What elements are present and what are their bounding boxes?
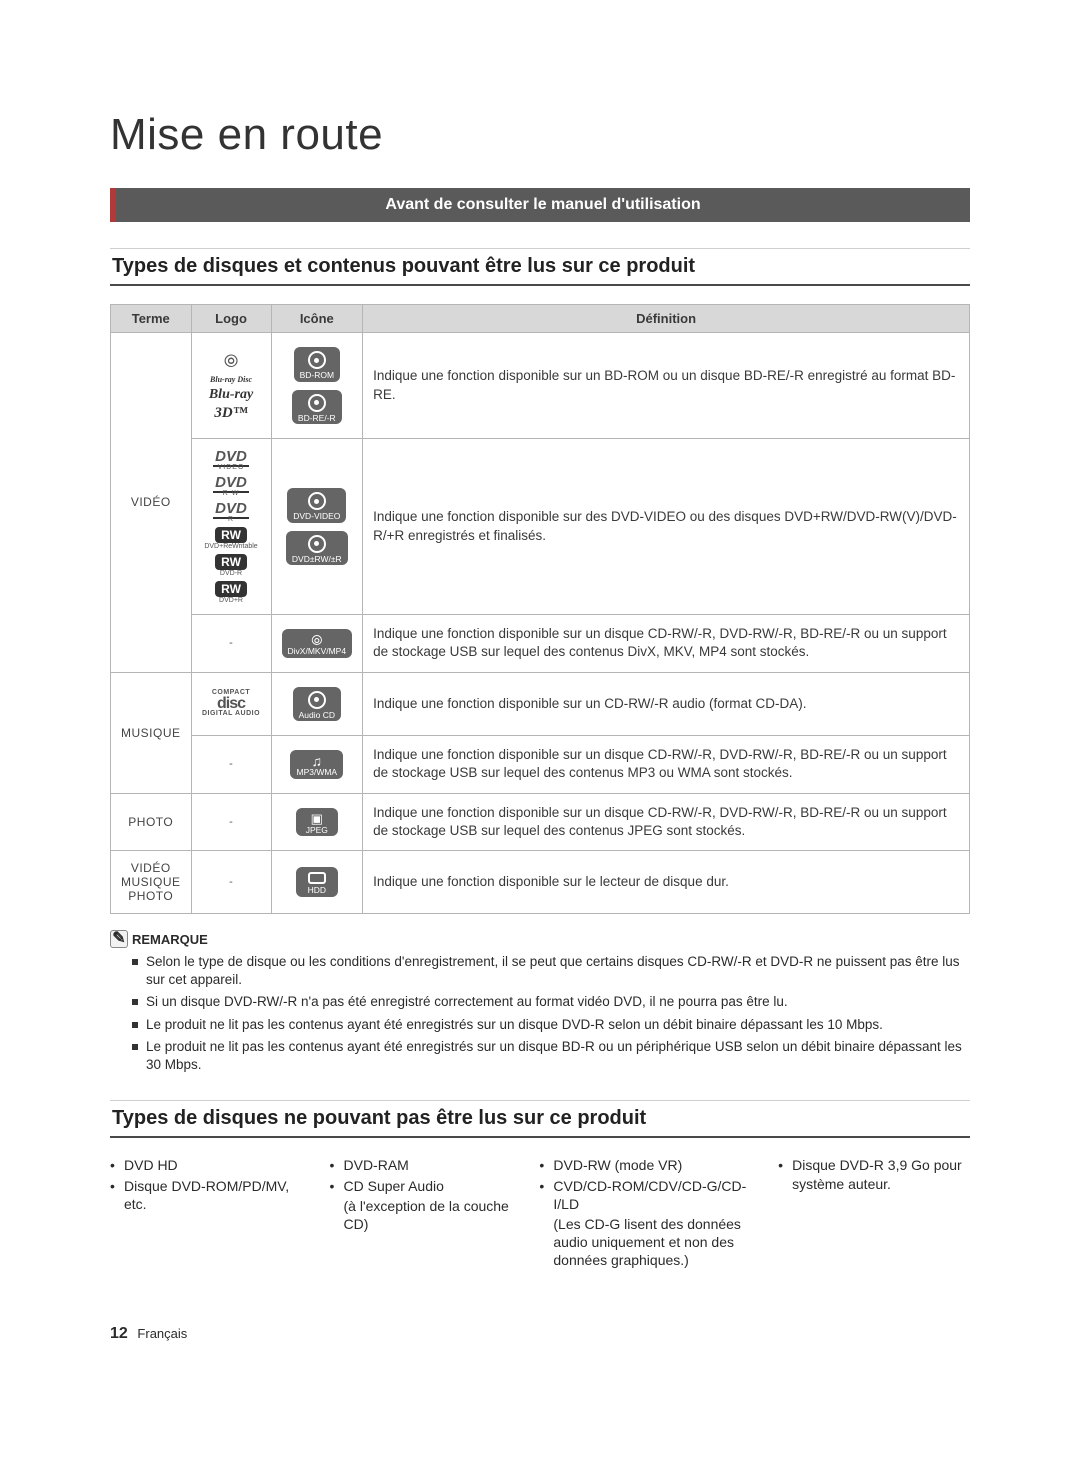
note-item: Le produit ne lit pas les contenus ayant… bbox=[146, 1038, 970, 1074]
list-item: Disque DVD-ROM/PD/MV, etc. bbox=[110, 1177, 312, 1213]
def-divx: Indique une fonction disponible sur un d… bbox=[363, 615, 970, 673]
mp3-wma-icon: ♫MP3/WMA bbox=[290, 750, 343, 779]
note-item: Selon le type de disque ou les condition… bbox=[146, 953, 970, 989]
table-row: PHOTO - ▣JPEG Indique une fonction dispo… bbox=[111, 793, 970, 851]
list-item: CD Super Audio bbox=[330, 1177, 522, 1195]
th-definition: Définition bbox=[363, 305, 970, 333]
page-number: 12 bbox=[110, 1325, 128, 1342]
divx-icon: ⦾DivX/MKV/MP4 bbox=[282, 629, 353, 658]
remarque-block: REMARQUE Selon le type de disque ou les … bbox=[110, 932, 970, 1074]
def-mp3: Indique une fonction disponible sur un d… bbox=[363, 736, 970, 794]
def-cdda: Indique une fonction disponible sur un C… bbox=[363, 672, 970, 736]
dvd-logo-stack: DVDVIDEO DVDR W DVDR RWDVD+ReWritable RW… bbox=[202, 449, 261, 604]
logo-dash: - bbox=[191, 615, 271, 673]
list-item: Disque DVD-R 3,9 Go pour système auteur. bbox=[778, 1156, 970, 1192]
section-banner: Avant de consulter le manuel d'utilisati… bbox=[110, 188, 970, 222]
disc-types-table: Terme Logo Icône Définition VIDÉO ⦾ Blu-… bbox=[110, 304, 970, 914]
term-photo: PHOTO bbox=[111, 793, 192, 851]
cd-logo: COMPACT disc DIGITAL AUDIO bbox=[202, 690, 261, 717]
dvd-video-icon: DVD-VIDEO bbox=[287, 488, 346, 523]
page-footer: 12 Français bbox=[110, 1325, 970, 1343]
table-row: - ⦾DivX/MKV/MP4 Indique une fonction dis… bbox=[111, 615, 970, 673]
page-title: Mise en route bbox=[110, 110, 970, 160]
th-icone: Icône bbox=[271, 305, 363, 333]
term-musique: MUSIQUE bbox=[111, 672, 192, 793]
list-item: CVD/CD-ROM/CDV/CD-G/CD-I/LD bbox=[539, 1177, 760, 1213]
unreadable-list: DVD HD Disque DVD-ROM/PD/MV, etc. DVD-RA… bbox=[110, 1156, 970, 1269]
remarque-label: REMARQUE bbox=[110, 932, 970, 947]
jpeg-icon: ▣JPEG bbox=[296, 808, 338, 837]
dvd-rw-r-icon: DVD±RW/±R bbox=[286, 531, 348, 566]
bluray-logo: ⦾ Blu-ray Disc Blu-ray 3D™ bbox=[202, 351, 261, 421]
table-row: VIDÉO ⦾ Blu-ray Disc Blu-ray 3D™ BD-ROM … bbox=[111, 333, 970, 439]
th-terme: Terme bbox=[111, 305, 192, 333]
list-item-sub: (à l'exception de la couche CD) bbox=[330, 1197, 522, 1233]
logo-dash: - bbox=[191, 851, 271, 914]
bd-re-r-icon: BD-RE/-R bbox=[292, 390, 342, 425]
subsection-readable-heading: Types de disques et contenus pouvant êtr… bbox=[110, 248, 970, 286]
term-video: VIDÉO bbox=[111, 333, 192, 673]
table-row: - ♫MP3/WMA Indique une fonction disponib… bbox=[111, 736, 970, 794]
logo-dash: - bbox=[191, 793, 271, 851]
def-dvd: Indique une fonction disponible sur des … bbox=[363, 439, 970, 615]
def-jpeg: Indique une fonction disponible sur un d… bbox=[363, 793, 970, 851]
table-row: VIDÉO MUSIQUE PHOTO - HDD Indique une fo… bbox=[111, 851, 970, 914]
list-item-sub: (Les CD-G lisent des données audio uniqu… bbox=[539, 1215, 760, 1270]
logo-dash: - bbox=[191, 736, 271, 794]
subsection-unreadable-heading: Types de disques ne pouvant pas être lus… bbox=[110, 1100, 970, 1138]
bd-rom-icon: BD-ROM bbox=[294, 347, 340, 382]
hdd-icon: HDD bbox=[296, 867, 338, 897]
audio-cd-icon: Audio CD bbox=[293, 687, 341, 722]
def-bd: Indique une fonction disponible sur un B… bbox=[363, 333, 970, 439]
table-row: MUSIQUE COMPACT disc DIGITAL AUDIO Audio… bbox=[111, 672, 970, 736]
list-item: DVD-RAM bbox=[330, 1156, 522, 1174]
list-item: DVD HD bbox=[110, 1156, 312, 1174]
list-item: DVD-RW (mode VR) bbox=[539, 1156, 760, 1174]
note-item: Le produit ne lit pas les contenus ayant… bbox=[146, 1016, 970, 1034]
th-logo: Logo bbox=[191, 305, 271, 333]
page-language: Français bbox=[137, 1326, 187, 1341]
term-vmp: VIDÉO MUSIQUE PHOTO bbox=[111, 851, 192, 914]
note-item: Si un disque DVD-RW/-R n'a pas été enreg… bbox=[146, 993, 970, 1011]
table-row: DVDVIDEO DVDR W DVDR RWDVD+ReWritable RW… bbox=[111, 439, 970, 615]
def-hdd: Indique une fonction disponible sur le l… bbox=[363, 851, 970, 914]
